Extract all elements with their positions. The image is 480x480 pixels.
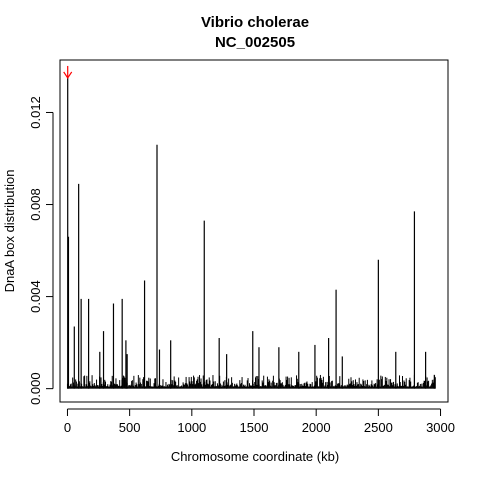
x-axis: 0 500 1000 1500 2000 2500 3000 bbox=[64, 408, 455, 435]
bars-group bbox=[67, 77, 435, 389]
x-tick-label: 2500 bbox=[364, 420, 393, 435]
x-tick-label: 1000 bbox=[177, 420, 206, 435]
x-tick-label: 500 bbox=[119, 420, 141, 435]
x-axis-label: Chromosome coordinate (kb) bbox=[171, 449, 339, 464]
x-tick-label: 3000 bbox=[426, 420, 455, 435]
baseline-noise-group bbox=[66, 374, 436, 389]
y-axis-label: DnaA box distribution bbox=[2, 170, 17, 293]
annotation-group bbox=[63, 65, 73, 80]
y-tick-label: 0.008 bbox=[28, 188, 43, 221]
y-tick-label: 0.012 bbox=[28, 96, 43, 129]
y-tick-label: 0.004 bbox=[28, 280, 43, 313]
plot-area-box bbox=[59, 59, 449, 403]
x-tick-label: 0 bbox=[64, 420, 71, 435]
x-tick-label: 2000 bbox=[302, 420, 331, 435]
x-tick-label: 1500 bbox=[240, 420, 269, 435]
arrow-head bbox=[63, 71, 73, 80]
y-axis: 0.000 0.004 0.008 0.012 bbox=[28, 96, 54, 405]
chart-subtitle: NC_002505 bbox=[215, 34, 295, 51]
y-tick-label: 0.000 bbox=[28, 372, 43, 405]
chart-title: Vibrio cholerae bbox=[201, 14, 309, 31]
